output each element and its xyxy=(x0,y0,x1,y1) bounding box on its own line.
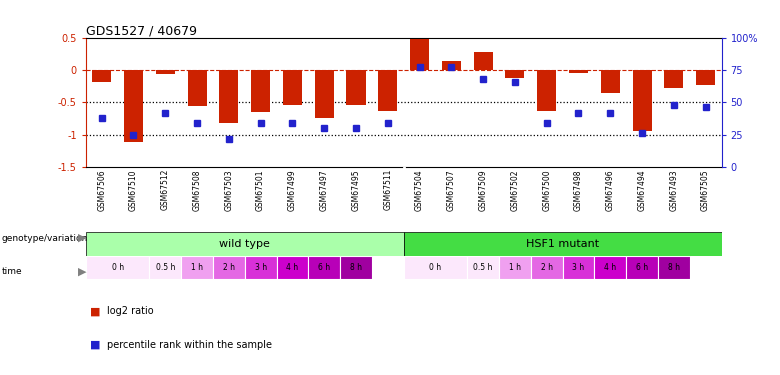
Bar xyxy=(441,61,461,70)
Bar xyxy=(467,256,499,279)
Bar xyxy=(346,70,366,105)
Text: genotype/variation: genotype/variation xyxy=(2,234,88,243)
Text: 0.5 h: 0.5 h xyxy=(155,263,175,272)
Text: ■: ■ xyxy=(90,340,100,350)
Bar xyxy=(378,70,397,111)
Text: 6 h: 6 h xyxy=(318,263,330,272)
Bar xyxy=(633,70,651,132)
Bar xyxy=(156,70,175,74)
Bar xyxy=(696,70,715,86)
Text: GSM67502: GSM67502 xyxy=(510,169,519,210)
Text: GSM67511: GSM67511 xyxy=(383,169,392,210)
Text: ▶: ▶ xyxy=(78,267,87,277)
Text: HSF1 mutant: HSF1 mutant xyxy=(526,239,599,249)
Text: GDS1527 / 40679: GDS1527 / 40679 xyxy=(86,24,197,38)
Text: percentile rank within the sample: percentile rank within the sample xyxy=(107,340,272,350)
Bar xyxy=(86,256,150,279)
Bar xyxy=(537,70,556,111)
Text: 0 h: 0 h xyxy=(429,263,441,272)
Text: 3 h: 3 h xyxy=(573,263,584,272)
Text: ■: ■ xyxy=(90,306,100,316)
Bar xyxy=(505,70,524,78)
Bar xyxy=(92,70,112,81)
Bar xyxy=(665,70,683,88)
Bar xyxy=(86,232,404,256)
Text: GSM67494: GSM67494 xyxy=(637,169,647,211)
Bar xyxy=(404,232,722,256)
Bar xyxy=(601,70,620,93)
Text: GSM67504: GSM67504 xyxy=(415,169,424,211)
Text: GSM67507: GSM67507 xyxy=(447,169,456,211)
Bar xyxy=(187,70,207,106)
Text: GSM67510: GSM67510 xyxy=(129,169,138,210)
Text: 8 h: 8 h xyxy=(668,263,680,272)
Bar xyxy=(181,256,213,279)
Bar xyxy=(124,70,143,142)
Text: GSM67497: GSM67497 xyxy=(320,169,328,211)
Bar xyxy=(594,256,626,279)
Text: 3 h: 3 h xyxy=(254,263,267,272)
Text: wild type: wild type xyxy=(219,239,270,249)
Text: 1 h: 1 h xyxy=(191,263,203,272)
Bar xyxy=(473,53,493,70)
Bar xyxy=(410,39,429,70)
Text: 2 h: 2 h xyxy=(223,263,235,272)
Text: ▶: ▶ xyxy=(78,233,87,243)
Bar xyxy=(245,256,277,279)
Bar xyxy=(569,70,588,73)
Text: GSM67506: GSM67506 xyxy=(98,169,106,211)
Text: GSM67503: GSM67503 xyxy=(225,169,233,211)
Text: GSM67508: GSM67508 xyxy=(193,169,201,210)
Text: GSM67500: GSM67500 xyxy=(542,169,551,211)
Text: GSM67496: GSM67496 xyxy=(606,169,615,211)
Bar xyxy=(626,256,658,279)
Bar xyxy=(340,256,372,279)
Bar xyxy=(150,256,181,279)
Bar xyxy=(562,256,594,279)
Text: 8 h: 8 h xyxy=(350,263,362,272)
Bar xyxy=(276,256,308,279)
Bar xyxy=(283,70,302,105)
Bar xyxy=(308,256,340,279)
Text: GSM67512: GSM67512 xyxy=(161,169,170,210)
Text: 1 h: 1 h xyxy=(509,263,521,272)
Bar xyxy=(404,256,467,279)
Bar xyxy=(219,70,239,123)
Text: time: time xyxy=(2,267,22,276)
Text: 2 h: 2 h xyxy=(541,263,553,272)
Text: 0.5 h: 0.5 h xyxy=(473,263,493,272)
Text: 0 h: 0 h xyxy=(112,263,124,272)
Text: GSM67499: GSM67499 xyxy=(288,169,297,211)
Text: 4 h: 4 h xyxy=(604,263,616,272)
Text: GSM67501: GSM67501 xyxy=(256,169,265,210)
Text: GSM67509: GSM67509 xyxy=(479,169,488,211)
Text: GSM67498: GSM67498 xyxy=(574,169,583,210)
Text: GSM67495: GSM67495 xyxy=(352,169,360,211)
Bar xyxy=(314,70,334,118)
Bar xyxy=(658,256,690,279)
Bar xyxy=(213,256,245,279)
Bar xyxy=(530,256,562,279)
Text: log2 ratio: log2 ratio xyxy=(107,306,154,316)
Text: GSM67493: GSM67493 xyxy=(669,169,679,211)
Text: GSM67505: GSM67505 xyxy=(701,169,710,211)
Text: 6 h: 6 h xyxy=(636,263,648,272)
Bar xyxy=(499,256,531,279)
Text: 4 h: 4 h xyxy=(286,263,299,272)
Bar xyxy=(251,70,270,112)
